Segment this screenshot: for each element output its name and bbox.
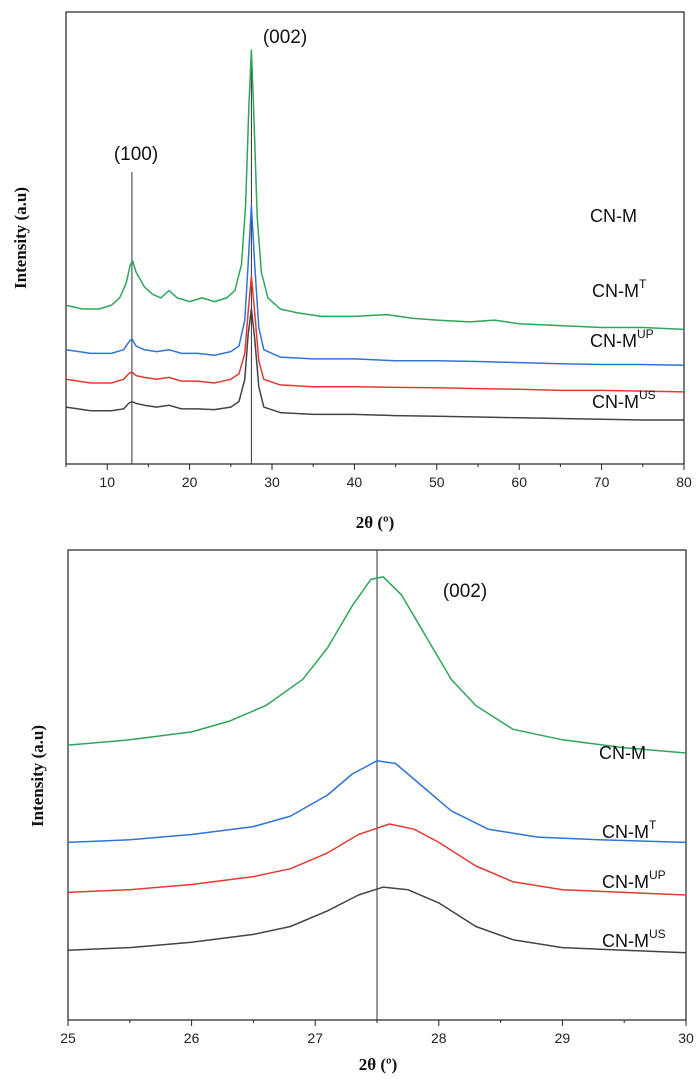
- series-line-cn-m-t: [67, 760, 687, 844]
- x-tick-label: 60: [511, 474, 527, 490]
- series-line-cn-m: [67, 576, 687, 754]
- series-label-cn-m-us: CN-MUS: [592, 388, 656, 412]
- x-tick-label: 30: [264, 474, 280, 490]
- series-label-cn-m-up: CN-MUP: [590, 327, 654, 351]
- x-tick-label: 40: [347, 474, 363, 490]
- x-axis-title: 2θ (º): [356, 513, 395, 532]
- series-label-cn-m-us: CN-MUS: [602, 927, 666, 951]
- series-label-cn-m-up: CN-MUP: [602, 868, 666, 892]
- series-label-cn-m: CN-M: [599, 743, 646, 763]
- x-tick-label: 70: [594, 474, 610, 490]
- x-tick-label: 28: [431, 1030, 447, 1046]
- series-label-cn-m-t: CN-MT: [602, 818, 657, 842]
- x-tick-label: 27: [307, 1030, 323, 1046]
- x-tick-label: 26: [184, 1030, 200, 1046]
- series-line-cn-m-us: [67, 886, 687, 954]
- series-line-cn-m: [65, 49, 685, 331]
- series-label-cn-m-t: CN-MT: [592, 277, 647, 301]
- xrd-full-range-plot: 10 20 30 40 50 60 70 80 (100) (002) CN-M CN-MT …: [11, 11, 692, 532]
- x-tick-label: 50: [429, 474, 445, 490]
- series-line-cn-m-t: [65, 204, 685, 366]
- x-tick-label: 25: [60, 1030, 76, 1046]
- annotation-100: (100): [114, 144, 158, 165]
- x-tick-label: 20: [182, 474, 198, 490]
- y-axis-title: Intensity (a.u): [28, 725, 47, 827]
- x-axis-title: 2θ (º): [359, 1055, 398, 1074]
- plot-frame: [65, 11, 685, 465]
- xrd-002-zoom-plot: 25 26 27 28 29 30 (002) CN-M CN-MT CN-MUP CN-…: [28, 549, 694, 1074]
- annotation-002: (002): [443, 581, 487, 602]
- x-tick-label: 80: [676, 474, 692, 490]
- series-label-cn-m: CN-M: [590, 206, 637, 226]
- series-line-cn-m-us: [65, 308, 684, 421]
- series-line-cn-m-up: [65, 274, 685, 393]
- x-tick-label: 10: [99, 474, 115, 490]
- y-axis-title: Intensity (a.u): [11, 187, 30, 289]
- annotation-002: (002): [263, 27, 307, 48]
- series-line-cn-m-up: [67, 823, 687, 896]
- x-tick-label: 30: [678, 1030, 694, 1046]
- x-tick-label: 29: [555, 1030, 571, 1046]
